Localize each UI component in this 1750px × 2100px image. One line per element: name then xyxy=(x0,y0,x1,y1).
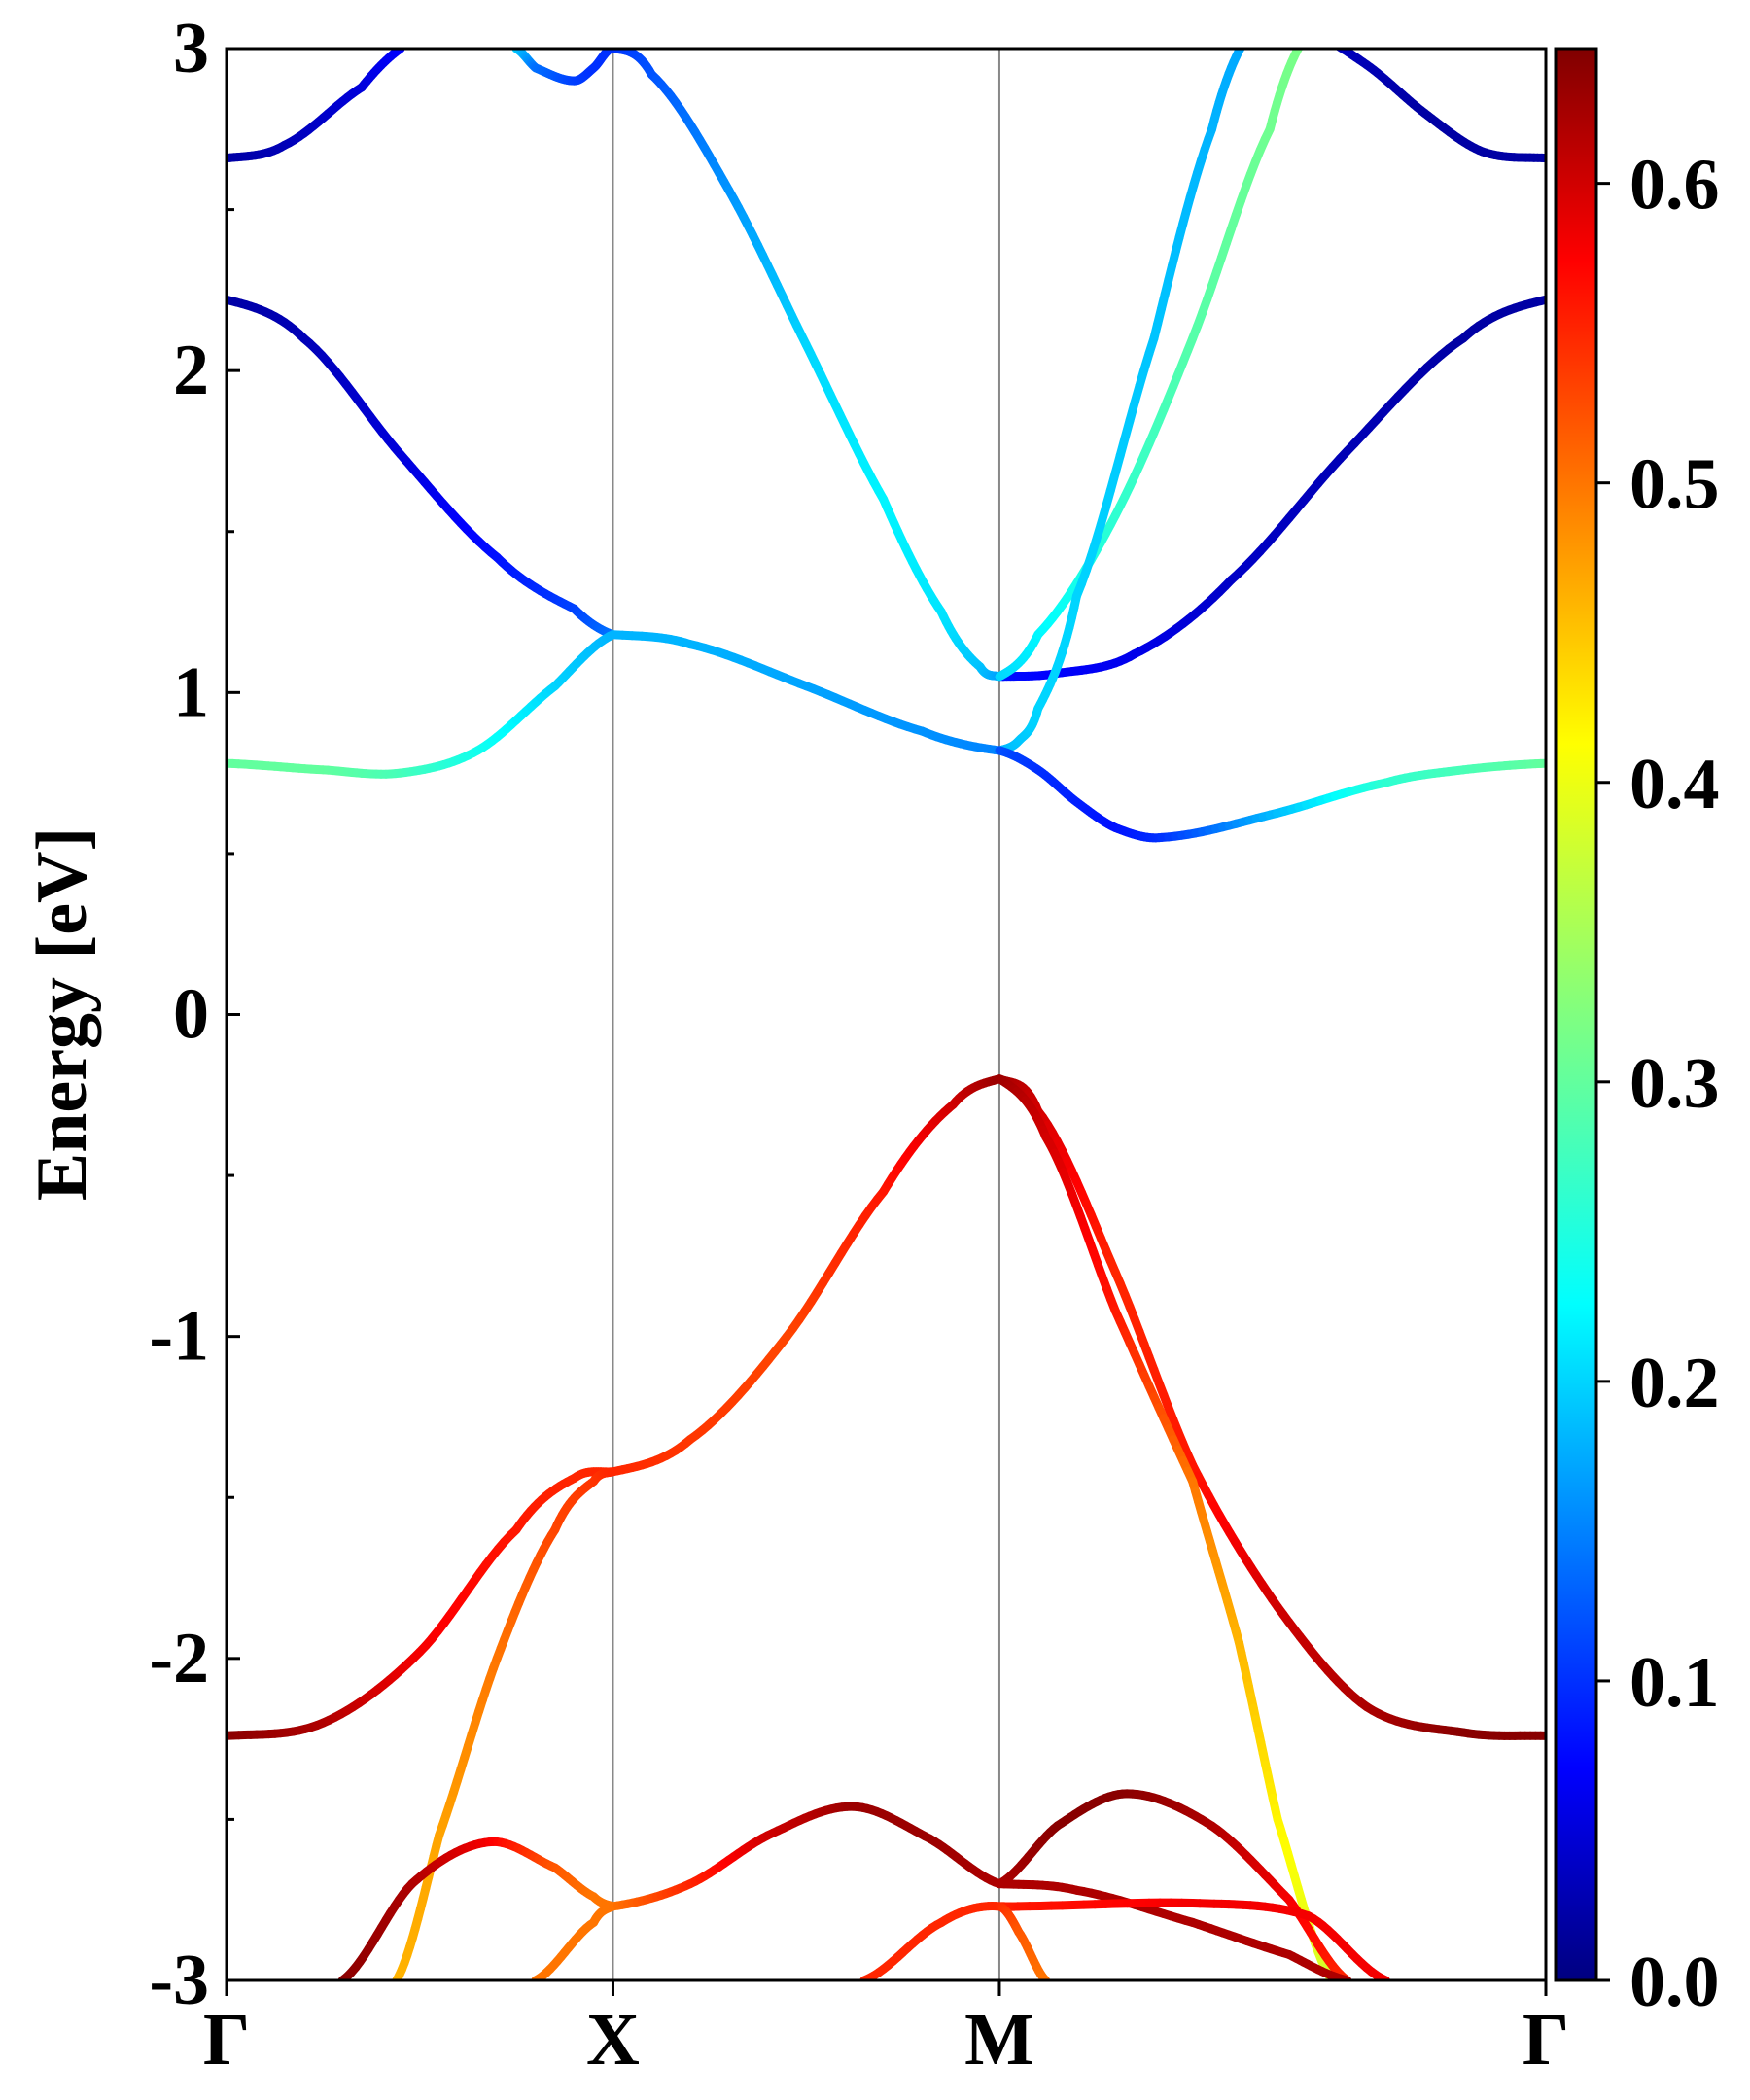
colorbar-ticks: 0.0 0.1 0.2 0.3 0.4 0.5 0.6 xyxy=(1596,146,1720,2022)
y-tick-label: 0 xyxy=(173,975,209,1055)
x-tick-label: M xyxy=(964,1999,1034,2081)
band-segment xyxy=(404,40,405,41)
y-axis-label: Energy [eV] xyxy=(22,827,102,1201)
colorbar-tick-label: 0.6 xyxy=(1629,146,1720,226)
band-segment xyxy=(406,37,407,38)
band xyxy=(1309,32,1546,163)
band xyxy=(995,295,1546,682)
colorbar-tick-label: 0.1 xyxy=(1629,1643,1720,1723)
y-tick-label: 1 xyxy=(173,652,209,732)
y-tick-label: -3 xyxy=(149,1941,209,2020)
y-tick-label: 3 xyxy=(173,9,209,88)
band xyxy=(227,32,412,163)
band-segment xyxy=(410,33,411,34)
band xyxy=(995,1074,1546,1740)
band-segment xyxy=(408,35,409,36)
band-segment xyxy=(1327,40,1331,42)
band xyxy=(995,746,1546,843)
band xyxy=(608,630,1004,755)
band xyxy=(859,1902,1051,1980)
band-segment xyxy=(403,42,404,43)
band-segment xyxy=(1237,49,1245,52)
colorbar-tick-label: 0.4 xyxy=(1629,745,1720,824)
band-segment xyxy=(409,34,410,35)
band-segment xyxy=(405,38,406,39)
band-segment xyxy=(404,39,405,40)
band xyxy=(608,1074,1004,1477)
band xyxy=(511,49,1004,682)
band-segment xyxy=(1334,49,1341,51)
band-segment xyxy=(1315,35,1319,36)
band-segment xyxy=(1330,42,1334,44)
y-axis: 3 2 1 0 -1 -2 -3 xyxy=(149,9,240,2020)
band-segment xyxy=(1248,32,1250,35)
band xyxy=(227,630,617,779)
band-segment xyxy=(1245,36,1247,40)
x-tick-label: X xyxy=(586,1999,640,2081)
band xyxy=(995,1074,1337,1980)
band xyxy=(995,1879,1352,1980)
band xyxy=(608,1802,1004,1911)
band xyxy=(995,1898,1390,1980)
x-tick-label: Γ xyxy=(1522,1999,1569,2081)
colorbar-gradient xyxy=(1554,47,1598,1982)
colorbar-tick-label: 0.3 xyxy=(1629,1044,1720,1124)
band-segment xyxy=(1319,36,1323,38)
y-tick-label: -2 xyxy=(149,1619,209,1698)
x-tick-label: Γ xyxy=(203,1999,250,2081)
y-tick-label: -1 xyxy=(149,1297,209,1377)
band-segment xyxy=(1301,39,1303,43)
band-segment xyxy=(411,32,412,33)
band xyxy=(995,32,1308,682)
band-segment xyxy=(1243,39,1245,43)
band-segment xyxy=(1306,32,1308,35)
band-segment xyxy=(407,36,408,37)
band-segment xyxy=(1312,34,1316,35)
band xyxy=(227,295,617,640)
band-lines xyxy=(227,32,1546,1980)
band-segment xyxy=(1294,49,1304,52)
band-segment xyxy=(1309,32,1312,33)
band xyxy=(227,1467,617,1740)
band xyxy=(531,1902,617,1980)
band-segment xyxy=(410,34,411,35)
band-segment xyxy=(407,36,408,37)
band-segment xyxy=(1323,38,1327,40)
y-tick-label: 2 xyxy=(173,331,209,410)
colorbar-tick-label: 0.5 xyxy=(1629,445,1720,525)
kpoint-separators xyxy=(612,49,1000,1980)
band-segment xyxy=(1304,36,1306,40)
colorbar-tick-label: 0.0 xyxy=(1629,1942,1720,2022)
band-segment xyxy=(402,43,403,44)
colorbar-tick-label: 0.2 xyxy=(1629,1344,1720,1423)
colorbar: 0.0 0.1 0.2 0.3 0.4 0.5 0.6 xyxy=(1554,47,1720,2022)
band xyxy=(337,1837,617,1980)
